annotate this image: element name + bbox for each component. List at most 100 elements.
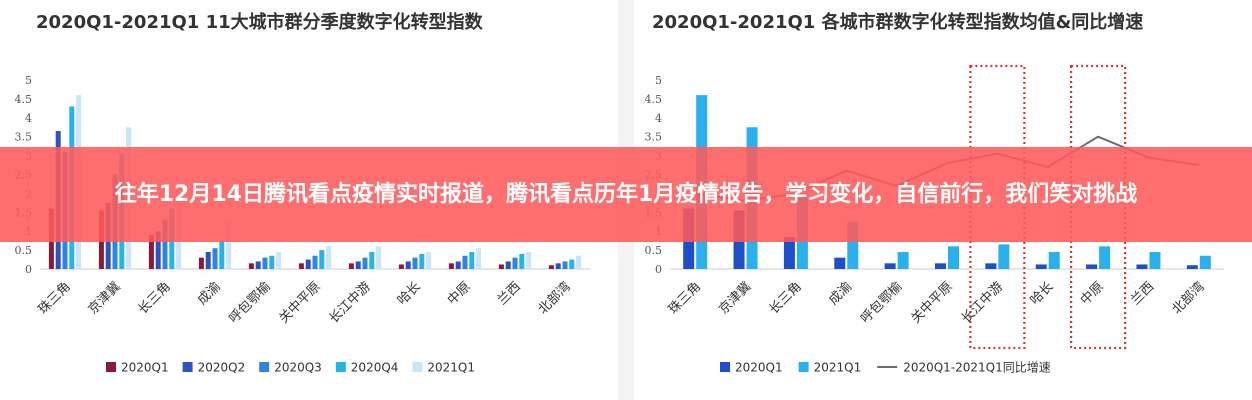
bar xyxy=(1086,264,1098,269)
bar xyxy=(469,251,475,269)
bar xyxy=(162,219,168,269)
legend-swatch xyxy=(106,362,116,372)
bar xyxy=(198,257,204,269)
left-chart-plot: 00.511.522.533.544.55珠三角京津冀长三角成渝呼包鄂榆关中平原… xyxy=(15,74,590,375)
x-tick-label: 珠三角 xyxy=(666,279,704,317)
x-tick-label: 珠三角 xyxy=(36,279,74,317)
bar xyxy=(148,234,154,269)
x-tick-label: 长江中游 xyxy=(326,279,373,326)
bar xyxy=(355,261,361,269)
legend-label: 2020Q3 xyxy=(274,361,322,375)
bar xyxy=(462,255,468,269)
bar xyxy=(1149,251,1161,269)
legend-label: 2020Q1-2021Q1同比增速 xyxy=(903,361,1051,375)
bar xyxy=(398,264,404,269)
bar xyxy=(276,251,282,269)
bar xyxy=(948,246,959,269)
bar xyxy=(248,263,254,269)
x-tick-label: 关中平原 xyxy=(276,279,323,326)
bar xyxy=(834,257,846,269)
bar xyxy=(884,263,896,269)
bar xyxy=(847,221,859,269)
bar xyxy=(226,221,232,269)
left-chart-title: 2020Q1-2021Q1 11大城市群分季度数字化转型指数 xyxy=(36,12,483,33)
y-tick-label: 0 xyxy=(25,263,32,276)
bar xyxy=(1186,265,1198,269)
bar xyxy=(362,257,368,269)
bar xyxy=(505,261,511,269)
x-tick-label: 哈长 xyxy=(395,279,424,308)
bar xyxy=(562,261,568,269)
bar xyxy=(998,244,1010,269)
x-tick-label: 关中平原 xyxy=(908,279,955,326)
bar xyxy=(519,253,525,269)
bar xyxy=(526,251,532,269)
bar xyxy=(569,259,575,269)
x-tick-label: 京津冀 xyxy=(715,279,754,318)
y-tick-label: 0.5 xyxy=(15,244,33,257)
bar xyxy=(419,253,425,269)
bar xyxy=(783,236,795,269)
legend-label: 2021Q1 xyxy=(427,361,475,375)
bar xyxy=(1035,264,1047,269)
legend-swatch xyxy=(335,362,346,372)
legend-label: 2020Q1 xyxy=(735,361,783,375)
x-tick-label: 中原 xyxy=(445,279,474,308)
bar xyxy=(1048,251,1060,269)
bar xyxy=(255,261,261,269)
legend-swatch xyxy=(182,362,193,372)
headline-text: 往年12月14日腾讯看点疫情实时报道，腾讯看点历年1月疫情报告，学习变化，自信前… xyxy=(114,181,1138,207)
bar xyxy=(897,251,909,269)
legend-swatch xyxy=(259,362,270,372)
bar xyxy=(555,263,561,269)
bar xyxy=(205,251,211,269)
bar xyxy=(412,257,418,269)
bar xyxy=(455,261,461,269)
bar xyxy=(405,261,411,269)
x-tick-label: 北部湾 xyxy=(1169,279,1208,318)
bar xyxy=(212,248,218,269)
right-chart-title: 2020Q1-2021Q1 各城市群数字化转型指数均值&同比增速 xyxy=(652,12,1144,33)
bar xyxy=(298,263,304,269)
x-tick-label: 哈长 xyxy=(1028,279,1057,308)
bar xyxy=(305,259,311,269)
bar xyxy=(269,255,275,269)
bar xyxy=(548,265,554,269)
y-tick-label: 0 xyxy=(655,263,662,276)
bar xyxy=(985,263,997,269)
bar xyxy=(319,250,325,269)
y-tick-label: 4.5 xyxy=(15,93,33,106)
y-tick-label: 5 xyxy=(25,74,32,87)
y-tick-label: 4 xyxy=(655,112,662,125)
x-tick-label: 京津冀 xyxy=(85,279,124,318)
bar xyxy=(448,263,454,269)
bar xyxy=(262,257,268,269)
bar xyxy=(219,240,225,269)
x-tick-label: 中原 xyxy=(1078,279,1107,308)
x-tick-label: 北部湾 xyxy=(535,279,574,318)
legend-swatch xyxy=(798,362,809,372)
y-tick-label: 3.5 xyxy=(15,131,33,144)
x-tick-label: 成渝 xyxy=(194,279,224,309)
bar xyxy=(426,251,432,269)
legend-label: 2020Q1 xyxy=(121,361,169,375)
x-tick-label: 呼包鄂榆 xyxy=(226,279,273,326)
legend-label: 2020Q4 xyxy=(351,361,399,375)
x-tick-label: 长江中游 xyxy=(959,279,1006,326)
bar xyxy=(369,251,375,269)
x-tick-label: 成渝 xyxy=(825,279,855,309)
bar xyxy=(155,231,161,269)
bar xyxy=(1199,255,1211,269)
bar xyxy=(1099,246,1111,269)
y-tick-label: 4.5 xyxy=(645,93,663,106)
bar xyxy=(576,255,582,269)
y-tick-label: 4 xyxy=(25,112,32,125)
bar xyxy=(512,257,518,269)
x-tick-label: 呼包鄂榆 xyxy=(858,279,905,326)
bar xyxy=(326,246,332,269)
y-tick-label: 5 xyxy=(655,74,662,87)
bar xyxy=(312,255,318,269)
y-tick-label: 0.5 xyxy=(645,244,663,257)
legend-label: 2021Q1 xyxy=(814,361,862,375)
x-tick-label: 兰西 xyxy=(1128,279,1157,308)
